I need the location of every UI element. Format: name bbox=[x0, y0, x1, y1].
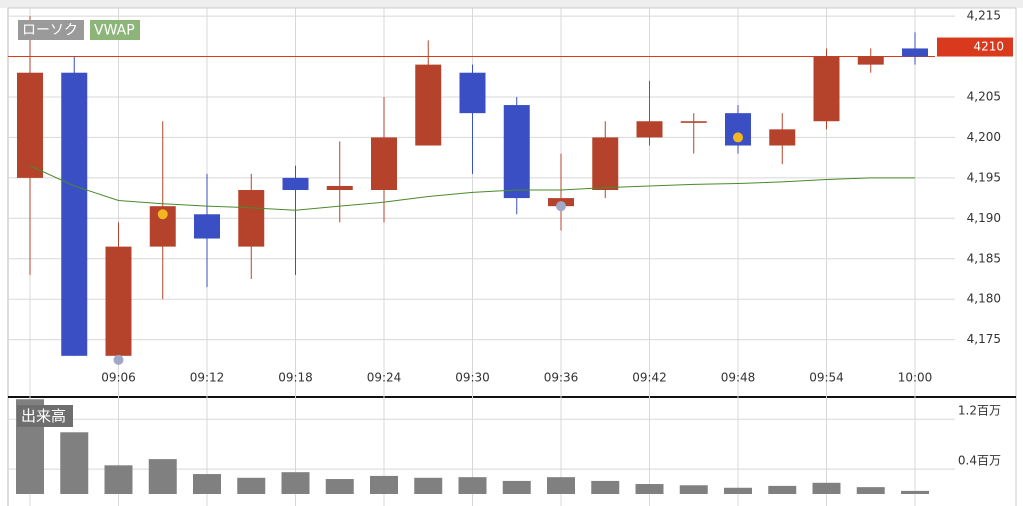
legend-item: ローソク bbox=[18, 20, 84, 40]
top-strip bbox=[0, 0, 1023, 8]
volume-bar bbox=[60, 432, 89, 494]
x-tick-label: 09:18 bbox=[278, 371, 313, 385]
candle-body bbox=[503, 105, 530, 199]
x-tick-label: 09:48 bbox=[721, 371, 756, 385]
candle-body bbox=[680, 121, 707, 123]
event-marker bbox=[556, 201, 566, 212]
x-tick-label: 09:12 bbox=[190, 371, 225, 385]
volume-bar bbox=[679, 485, 708, 494]
candle-body bbox=[194, 214, 220, 239]
volume-bar bbox=[458, 477, 487, 494]
candle-body bbox=[17, 72, 43, 178]
candle-body bbox=[282, 177, 309, 190]
x-tick-label: 09:24 bbox=[367, 371, 402, 385]
volume-bar bbox=[148, 459, 177, 494]
candle-body bbox=[371, 137, 397, 190]
y-tick-label: 4,205 bbox=[967, 89, 1001, 103]
vwap-line bbox=[29, 165, 915, 211]
y-tick-label: 4,200 bbox=[967, 130, 1001, 144]
candle-body bbox=[902, 48, 928, 57]
candle-body bbox=[857, 56, 884, 65]
volume-bar bbox=[414, 477, 443, 494]
x-tick-label: 09:36 bbox=[544, 371, 579, 385]
legend-label: VWAP bbox=[94, 23, 135, 39]
candle-body bbox=[105, 246, 132, 356]
volume-bar bbox=[502, 480, 531, 494]
volume-bar bbox=[325, 479, 354, 494]
current-price-label: 4210 bbox=[973, 40, 1004, 54]
volume-bar bbox=[901, 490, 929, 494]
legend-box bbox=[90, 20, 140, 40]
volume-bar bbox=[724, 487, 752, 494]
volume-bar bbox=[193, 474, 221, 494]
volume-bar bbox=[237, 477, 266, 494]
volume-bar bbox=[635, 484, 664, 494]
legend-box bbox=[18, 20, 84, 40]
event-marker bbox=[157, 209, 168, 220]
y-tick-label: 4,180 bbox=[967, 292, 1001, 306]
candle-body bbox=[813, 56, 840, 122]
candle-body bbox=[238, 190, 265, 247]
volume-bar bbox=[591, 480, 620, 494]
legend-label: ローソク bbox=[22, 23, 78, 39]
candle-body bbox=[636, 121, 663, 138]
volume-bar bbox=[104, 465, 133, 494]
volume-title: 出来高 bbox=[21, 407, 66, 425]
candle-body bbox=[61, 72, 88, 356]
x-tick-label: 09:30 bbox=[455, 371, 490, 385]
x-tick-label: 10:00 bbox=[898, 371, 933, 385]
volume-title-box bbox=[17, 405, 73, 427]
volume-bar bbox=[812, 482, 841, 494]
x-tick-label: 09:06 bbox=[101, 371, 136, 385]
candle-body bbox=[326, 185, 353, 190]
y-tick-label: 4,185 bbox=[967, 251, 1001, 265]
current-price-box bbox=[937, 37, 1013, 57]
candle-body bbox=[592, 137, 619, 190]
y-tick-label: 1.2百万 bbox=[958, 404, 1001, 418]
legend-item: VWAP bbox=[90, 20, 140, 40]
volume-bar bbox=[370, 475, 398, 494]
y-tick-label: 4,175 bbox=[967, 332, 1001, 346]
volume-bar bbox=[768, 485, 797, 494]
candle-body bbox=[459, 72, 486, 114]
volume-bar bbox=[856, 487, 885, 494]
y-tick-label: 4,195 bbox=[967, 170, 1001, 184]
y-tick-label: 4,190 bbox=[967, 211, 1001, 225]
candle-body bbox=[769, 129, 796, 146]
x-tick-label: 09:54 bbox=[809, 371, 844, 385]
candle-body bbox=[415, 64, 442, 146]
volume-bar bbox=[281, 472, 310, 494]
x-tick-label: 09:42 bbox=[632, 371, 667, 385]
y-tick-label: 4,215 bbox=[967, 9, 1001, 23]
event-marker bbox=[733, 132, 743, 143]
event-marker bbox=[113, 354, 124, 365]
y-tick-label: 0.4百万 bbox=[958, 454, 1001, 468]
volume-bar bbox=[547, 477, 575, 494]
